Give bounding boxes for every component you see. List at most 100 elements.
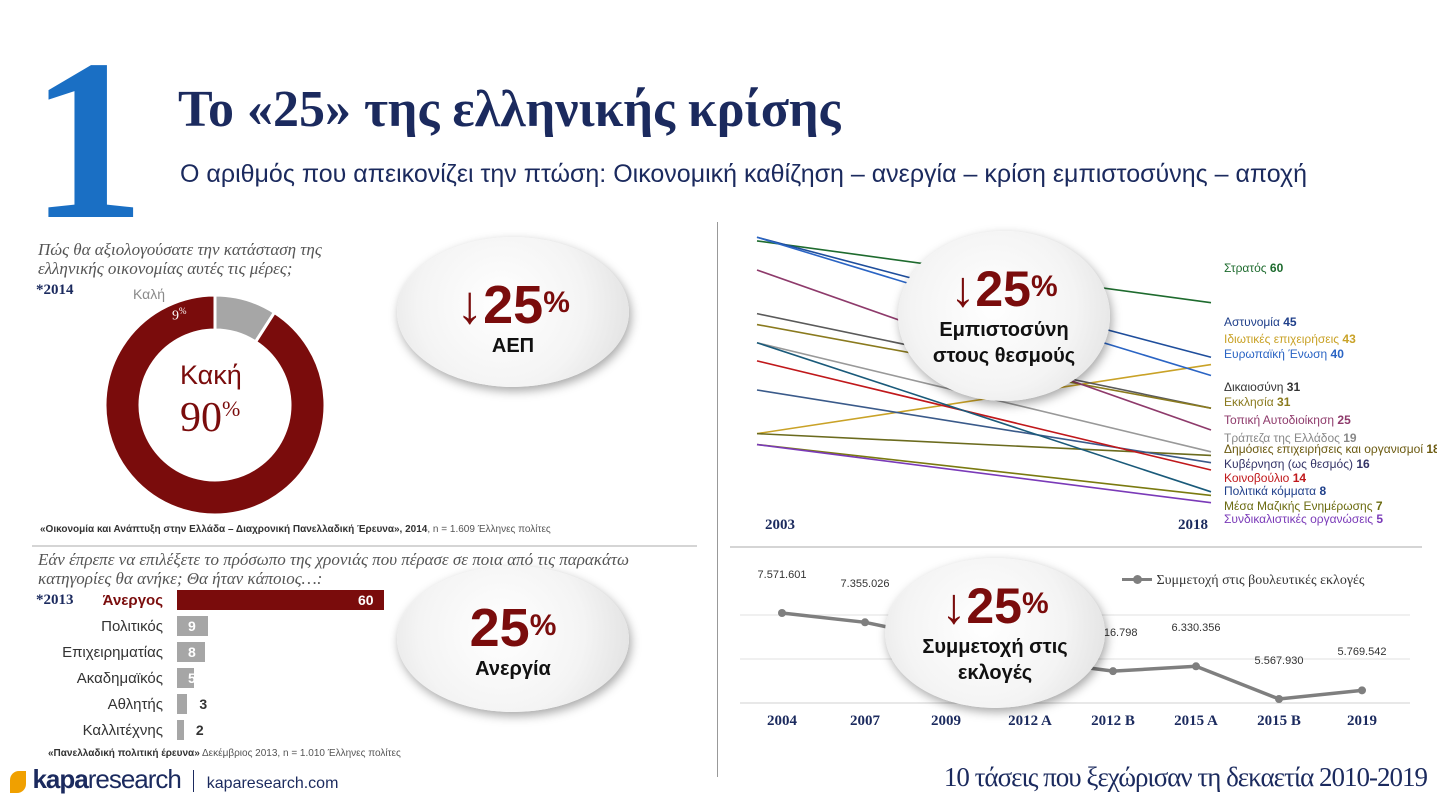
turnout-unit: % xyxy=(1021,587,1049,620)
trust-series-value: 31 xyxy=(1286,380,1301,394)
trust-series-name: Δημόσιες επιχειρήσεις και οργανισμοί xyxy=(1224,442,1427,456)
trust-series-label: Τοπική Αυτοδιοίκηση 25 xyxy=(1224,413,1351,427)
bar xyxy=(177,642,205,662)
economy-source-sample: , n = 1.609 Έλληνες πολίτες xyxy=(427,524,551,535)
bar-category-label: Επιχειρηματίας xyxy=(62,644,163,661)
gdp-bubble: ↓25% ΑΕΠ xyxy=(397,237,629,387)
person-source: «Πανελλαδική πολιτική έρευνα» Δεκέμβριος… xyxy=(48,748,401,759)
economy-question-line1: Πώς θα αξιολογούσατε την κατάσταση της xyxy=(38,240,322,259)
turnout-legend-dot xyxy=(1133,575,1142,585)
unemployment-label: Ανεργία xyxy=(475,658,551,680)
person-question-line1: Εάν έπρεπε να επιλέξετε το πρόσωπο της χ… xyxy=(38,550,629,569)
footer-website[interactable]: kaparesearch.com xyxy=(206,775,339,792)
down-arrow-icon: ↓ xyxy=(456,275,484,335)
good-value-number: 9 xyxy=(172,308,179,324)
bad-value-number: 90 xyxy=(180,395,222,441)
economy-donut-chart xyxy=(103,293,327,517)
trust-label-line1: Εμπιστοσύνη xyxy=(939,319,1069,341)
unemployment-value: 25 xyxy=(469,598,530,658)
unemployment-unit: % xyxy=(529,609,557,642)
bar xyxy=(177,616,209,636)
economy-year: *2014 xyxy=(36,282,74,298)
trust-series-label: Εκκλησία 31 xyxy=(1224,395,1290,409)
bar-category-label: Πολιτικός xyxy=(101,618,163,635)
trust-year-start: 2003 xyxy=(765,517,795,533)
trust-unit: % xyxy=(1030,270,1058,303)
bar-value-label: 5 xyxy=(188,670,196,686)
turnout-data-label: 7.571.601 xyxy=(757,569,807,581)
bar xyxy=(177,694,188,714)
trust-year-end: 2018 xyxy=(1178,517,1208,533)
bar-value-label: 60 xyxy=(358,592,374,608)
trust-label-line2: στους θεσμούς xyxy=(932,345,1076,367)
trust-series-name: Στρατός xyxy=(1224,261,1270,275)
turnout-data-label: 5.567.930 xyxy=(1254,655,1304,667)
turnout-x-tick: 2019 xyxy=(1347,713,1377,729)
trust-series-name: Τοπική Αυτοδιοίκηση xyxy=(1224,413,1338,427)
trust-percent: ↓25% xyxy=(898,261,1110,317)
trust-series-name: Μέσα Μαζικής Ενημέρωσης xyxy=(1224,499,1376,513)
person-question: Εάν έπρεπε να επιλέξετε το πρόσωπο της χ… xyxy=(38,550,708,588)
turnout-label-line1: Συμμετοχή στις xyxy=(922,636,1068,658)
bar-value-label: 3 xyxy=(199,696,208,712)
gdp-unit: % xyxy=(543,286,570,319)
trust-series-name: Κοινοβούλιο xyxy=(1224,471,1293,485)
turnout-data-label: 6.330.356 xyxy=(1171,622,1221,635)
trust-series-name: Πολιτικά κόμματα xyxy=(1224,484,1320,498)
turnout-point xyxy=(778,609,786,617)
trust-series-value: 60 xyxy=(1269,261,1284,275)
trust-series-value: 5 xyxy=(1376,512,1384,526)
trust-series-value: 31 xyxy=(1277,395,1291,409)
page-title: Το «25» της ελληνικής κρίσης xyxy=(178,81,841,138)
turnout-x-tick: 2015 Β xyxy=(1257,713,1301,729)
person-source-sample: Δεκέμβριος 2013, n = 1.010 Έλληνες πολίτ… xyxy=(199,748,401,759)
trust-series-value: 16 xyxy=(1356,457,1370,471)
turnout-point xyxy=(1192,662,1200,671)
turnout-x-tick: 2012 Β xyxy=(1091,713,1135,729)
trust-series-label: Στρατός 60 xyxy=(1224,261,1283,275)
bar-value-label: 9 xyxy=(188,618,196,634)
trust-down-arrow-icon: ↓ xyxy=(950,261,976,317)
bar-value-label: 2 xyxy=(195,722,204,738)
turnout-value: 25 xyxy=(966,578,1022,634)
turnout-label-line2: εκλογές xyxy=(957,662,1033,684)
trust-series-label: Δημόσιες επιχειρήσεις και οργανισμοί 18 xyxy=(1224,442,1437,456)
economy-source-title: «Οικονομία και Ανάπτυξη στην Ελλάδα – Δι… xyxy=(40,524,428,535)
trust-series-value: 18 xyxy=(1426,442,1437,456)
bar xyxy=(177,668,195,688)
trust-series-value: 25 xyxy=(1337,413,1351,427)
trust-series-line xyxy=(756,341,1212,493)
bar-category-label: Αθλητής xyxy=(107,696,163,713)
economy-question-line2: ελληνικής οικονομίας αυτές τις μέρες; xyxy=(38,259,293,278)
trust-series-name: Εκκλησία xyxy=(1224,395,1278,409)
trust-series-value: 7 xyxy=(1375,499,1383,513)
good-value: 9% xyxy=(172,306,187,325)
turnout-bubble: ↓25% Συμμετοχή στις εκλογές xyxy=(885,558,1105,708)
trust-series-name: Ευρωπαϊκή Ένωση xyxy=(1224,347,1331,361)
trust-series-value: 45 xyxy=(1283,315,1297,329)
unemployment-bubble: 25% Ανεργία xyxy=(397,566,629,712)
bar-category-label: Άνεργος xyxy=(102,592,163,609)
trust-series-label: Τράπεζα της Ελλάδος 19 xyxy=(1224,431,1357,445)
good-value-unit: % xyxy=(179,306,187,316)
turnout-down-arrow-icon: ↓ xyxy=(941,578,967,634)
trust-series-name: Τράπεζα της Ελλάδος xyxy=(1224,431,1344,445)
bad-label: Κακή xyxy=(180,360,242,390)
logo-mark-icon xyxy=(10,771,26,793)
good-label: Καλή xyxy=(133,286,166,302)
bar xyxy=(177,720,184,740)
trust-series-line xyxy=(756,443,1212,497)
trust-series-line xyxy=(756,389,1212,464)
horizontal-divider-left xyxy=(32,545,697,547)
bar xyxy=(177,590,384,610)
logo-research: research xyxy=(87,764,182,794)
trust-series-label: Ευρωπαϊκή Ένωση 40 xyxy=(1224,347,1344,361)
trust-series-value: 43 xyxy=(1342,332,1356,346)
horizontal-divider-right xyxy=(730,546,1422,548)
turnout-x-tick: 2007 xyxy=(850,713,880,729)
trust-series-label: Κυβέρνηση (ως θεσμός) 16 xyxy=(1224,457,1370,471)
trust-series-value: 40 xyxy=(1330,347,1344,361)
turnout-x-tick: 2004 xyxy=(767,713,797,729)
turnout-data-label: 7.355.026 xyxy=(840,578,890,591)
trust-series-name: Ιδιωτικές επιχειρήσεις xyxy=(1224,332,1343,346)
